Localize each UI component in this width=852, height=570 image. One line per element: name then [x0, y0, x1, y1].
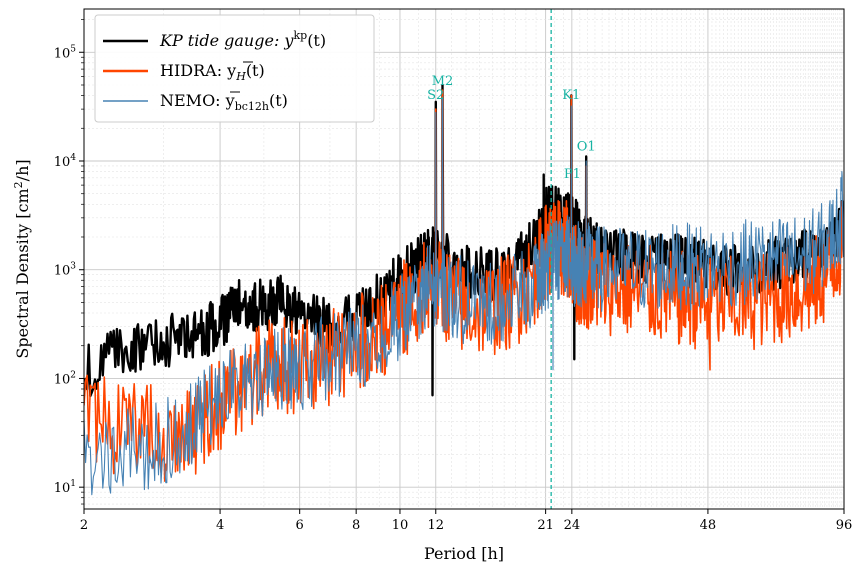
- tide-label-o1: O1: [577, 139, 596, 154]
- legend-box: [94, 14, 375, 123]
- legend-label-kp: KP tide gauge: ykp(t): [159, 29, 326, 50]
- y-axis-ticks: 101 102 103 104 105: [54, 19, 84, 505]
- plot-frame: [83, 8, 845, 510]
- legend: KP tide gauge: ykp(t) HIDRA: yH(t) NEMO:…: [94, 14, 375, 123]
- x-tick-label: 21: [537, 518, 554, 533]
- x-tick-label: 48: [700, 518, 717, 533]
- y-tick-label: 105: [54, 44, 77, 61]
- series-line-nemo: [84, 97, 844, 496]
- y-axis-title: Spectral Density [cm2/h]: [12, 159, 32, 358]
- x-tick-label: 2: [80, 518, 88, 533]
- tide-label-k1: K1: [562, 88, 580, 103]
- legend-label-hidra: HIDRA: yH(t): [160, 61, 265, 83]
- x-axis-title: Period [h]: [424, 544, 504, 563]
- tide-label-p1: P1: [564, 167, 581, 182]
- x-tick-label: 12: [427, 518, 444, 533]
- series-lines: [84, 83, 844, 496]
- legend-label-nemo: NEMO: ybc12h(t): [160, 91, 288, 113]
- x-tick-label: 24: [564, 518, 581, 533]
- x-axis-ticks: 2 4 6 8 10 12 21 24 48 96: [80, 509, 852, 533]
- series-line-kp-tide-gauge: [84, 83, 844, 398]
- y-tick-label: 101: [54, 479, 76, 496]
- y-tick-label: 102: [54, 370, 76, 387]
- y-tick-label: 104: [54, 153, 77, 170]
- tide-label-m2: M2: [432, 74, 454, 89]
- x-tick-label: 10: [392, 518, 409, 533]
- x-tick-label: 96: [836, 518, 852, 533]
- tide-label-s2: S2: [427, 88, 444, 103]
- y-tick-label: 103: [54, 262, 77, 279]
- x-tick-label: 8: [352, 518, 360, 533]
- x-tick-label: 4: [216, 518, 224, 533]
- x-tick-label: 6: [296, 518, 304, 533]
